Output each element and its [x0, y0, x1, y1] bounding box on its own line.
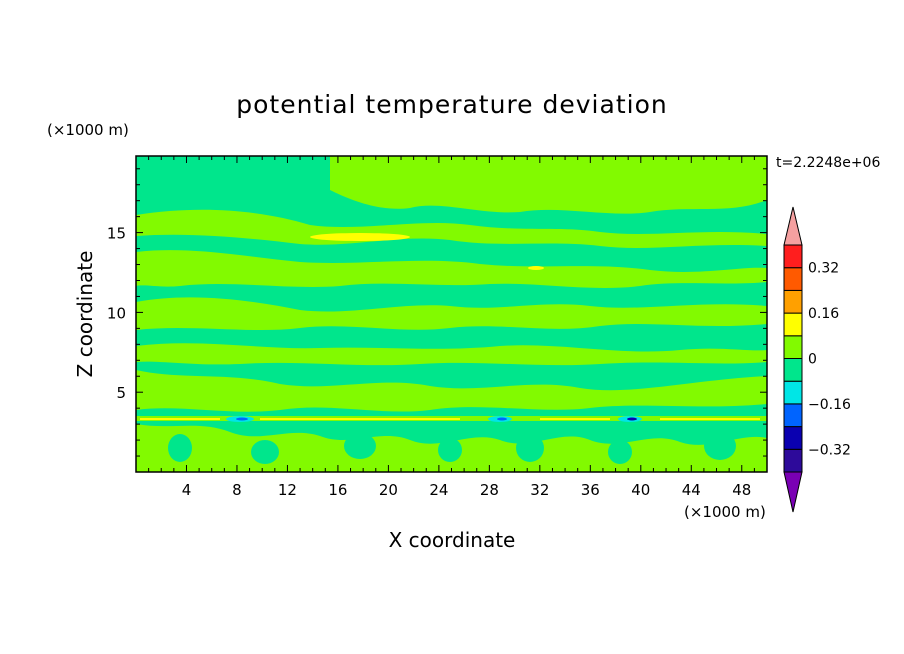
warm-streak [540, 418, 610, 420]
contour-field [136, 156, 767, 472]
upper-band-1 [136, 209, 767, 248]
colorbar-segment [783, 403, 803, 428]
x-tick-label: 44 [682, 481, 701, 499]
x-tick-label: 40 [631, 481, 650, 499]
cell [168, 434, 192, 462]
lower-cells [168, 432, 736, 464]
x-unit-label: (×1000 m) [684, 503, 766, 521]
colorbar-tick-label: −0.32 [808, 442, 851, 458]
colorbar-segment [783, 289, 803, 314]
y-unit-label: (×1000 m) [47, 121, 129, 139]
cold-anomaly [627, 417, 637, 421]
band-10km [136, 297, 767, 330]
colorbar-segment [783, 358, 803, 382]
cell [344, 433, 376, 459]
colorbar-segment [783, 448, 803, 473]
colorbar-max-arrow [783, 206, 803, 246]
x-tick-label: 20 [379, 481, 398, 499]
warm-anomaly-13km [528, 266, 544, 270]
cold-anomaly [497, 417, 507, 421]
x-tick-label: 28 [480, 481, 499, 499]
y-axis: 5 10 15 [107, 168, 767, 457]
colorbar-segment [783, 267, 803, 291]
band-8km [136, 343, 767, 366]
time-label: t=2.2248e+06 [776, 155, 880, 171]
warm-streak [260, 418, 460, 420]
colorbar-segment [783, 380, 803, 405]
cell [516, 434, 544, 462]
colorbar: 0.32 0.16 0 −0.16 −0.32 [783, 206, 851, 513]
cell [438, 438, 462, 462]
x-tick-label: 8 [232, 481, 242, 499]
x-tick-label: 36 [581, 481, 600, 499]
colorbar-segment [783, 426, 803, 450]
colorbar-segment [783, 335, 803, 359]
colorbar-tick-label: 0 [808, 352, 817, 368]
chart-title: potential temperature deviation [236, 90, 667, 119]
colorbar-min-arrow [783, 471, 803, 513]
y-tick-label: 10 [107, 304, 126, 322]
colorbar-segment [783, 244, 803, 269]
cell [251, 440, 279, 464]
band-6km [136, 370, 767, 412]
colorbar-tick-label: −0.16 [808, 397, 851, 413]
y-tick-label: 5 [116, 384, 126, 402]
x-tick-label: 12 [278, 481, 297, 499]
y-tick-label: 15 [107, 225, 126, 243]
upper-region [330, 156, 767, 214]
cold-anomalies [226, 416, 642, 422]
cell [704, 432, 736, 460]
cell [608, 440, 632, 464]
x-tick-label: 24 [429, 481, 448, 499]
x-axis: 4 8 12 16 20 24 28 32 36 40 44 48 [148, 156, 755, 499]
x-tick-label: 16 [328, 481, 347, 499]
x-tick-label: 4 [182, 481, 192, 499]
y-axis-label: Z coordinate [73, 251, 97, 378]
cold-anomaly [236, 417, 248, 421]
band-13km [136, 250, 767, 288]
warm-anomaly-15km [310, 233, 410, 241]
x-tick-label: 48 [732, 481, 751, 499]
warm-streak [140, 418, 220, 420]
colorbar-tick-label: 0.16 [808, 306, 839, 322]
x-tick-label: 32 [530, 481, 549, 499]
x-axis-label: X coordinate [389, 528, 516, 552]
colorbar-tick-label: 0.32 [808, 261, 839, 277]
colorbar-segment [783, 312, 803, 337]
warm-anomalies [140, 233, 760, 420]
warm-streak [660, 418, 760, 420]
